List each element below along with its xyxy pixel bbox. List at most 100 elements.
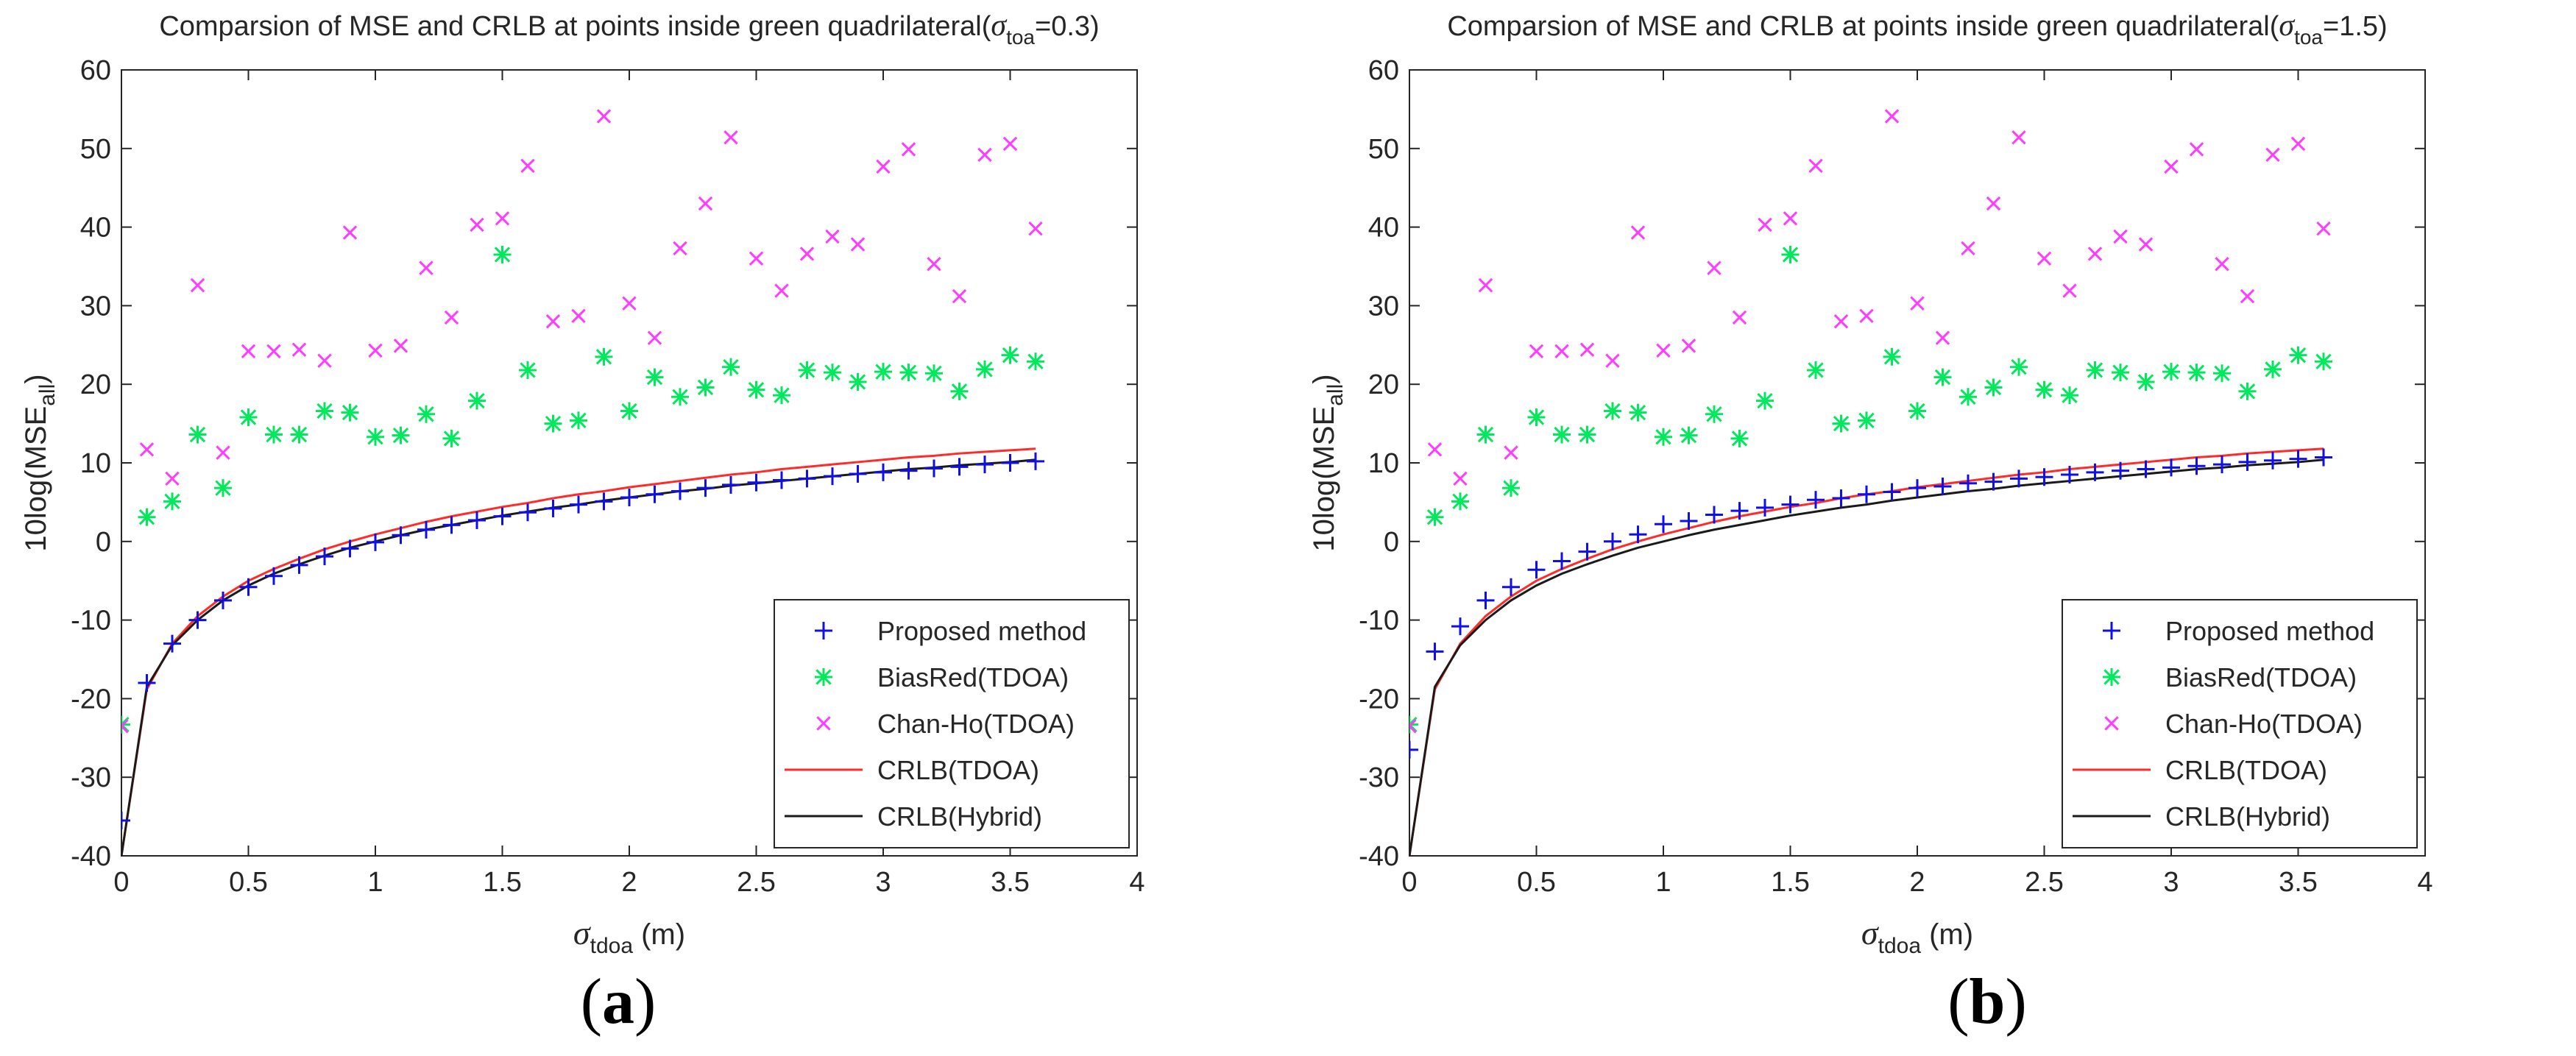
- panel-a-series-biasred-tdoa-point-d2: [875, 364, 891, 380]
- panel-b-series-chan-ho-tdoa-point-d2: [1732, 310, 1747, 325]
- panel-a-series-proposed-method-point: [747, 473, 765, 492]
- panel-a-series-biasred-tdoa-point: [671, 388, 689, 406]
- panel-a-series-biasred-tdoa-point-d2: [494, 247, 511, 263]
- panel-b-series-proposed-method-point: [1451, 617, 1469, 636]
- panel-a-series-proposed-method-point: [316, 548, 333, 566]
- panel-a-series-biasred-tdoa-point-d2: [392, 427, 409, 444]
- panel-b-series-biasred-tdoa-point: [1655, 428, 1672, 446]
- panel-a-series-biasred-tdoa-point: [121, 715, 130, 734]
- panel-b-series-biasred-tdoa-point-d2: [1808, 362, 1824, 378]
- panel-a-series-chan-ho-tdoa-point-d2: [368, 343, 383, 358]
- panel-b-series-proposed-method-point: [2137, 460, 2155, 478]
- panel-a-ytick-label: 60: [80, 55, 111, 86]
- panel-b-legend-biasred-tdoa-swatch: [2103, 668, 2120, 686]
- panel-b-series-proposed-method-point: [1756, 498, 1774, 517]
- panel-b-series-chan-ho-tdoa-point: [2062, 283, 2077, 298]
- panel-a-series-biasred-tdoa-point-d2: [748, 382, 765, 398]
- panel-a-series-biasred-tdoa-point: [976, 360, 994, 378]
- panel-b-series-biasred-tdoa-point-d2: [1630, 404, 1646, 421]
- panel-a-xtick-label: 1: [367, 867, 383, 898]
- panel-b-series-biasred-tdoa-point-d2: [2239, 383, 2256, 400]
- panel-b-series-biasred-tdoa-point: [1476, 425, 1495, 444]
- panel-b-series-proposed-method-point: [2086, 463, 2104, 481]
- panel-a-series-chan-ho-tdoa-point-d2: [419, 261, 434, 275]
- panel-a-series-chan-ho-tdoa-point-d2: [596, 109, 612, 124]
- panel-b-series-biasred-tdoa-point: [1984, 378, 2003, 397]
- panel-b-series-chan-ho-tdoa-point-d2: [2011, 130, 2026, 145]
- panel-b-series-proposed-method-point: [1527, 561, 1546, 579]
- panel-a-xtick-label: 1.5: [483, 867, 522, 898]
- panel-b-series-biasred-tdoa-point: [1604, 402, 1621, 420]
- panel-a-series-chan-ho-tdoa-point-d2: [774, 283, 789, 298]
- panel-a-series-biasred-tdoa-point: [899, 364, 918, 382]
- panel-a-series-chan-ho-tdoa-point: [470, 217, 484, 233]
- panel-a-series-proposed-method-point: [1001, 454, 1019, 472]
- panel-b-series-chan-ho-tdoa-point-d2: [2062, 283, 2077, 298]
- panel-b-series-biasred-tdoa-point-d2: [1477, 426, 1494, 443]
- panel-a-series-biasred-tdoa-point: [239, 408, 258, 427]
- panel-a-series-proposed-method-point: [645, 485, 664, 503]
- panel-b-series-biasred-tdoa-point: [1959, 388, 1977, 406]
- panel-b-series-chan-ho-tdoa-point: [1910, 296, 1925, 311]
- panel-a-series-proposed-method-point: [239, 578, 258, 596]
- panel-b-series-biasred-tdoa-point: [2187, 364, 2206, 382]
- panel-b-series-chan-ho-tdoa-point: [2290, 136, 2306, 152]
- panel-b-series-chan-ho-tdoa-point: [1961, 241, 1975, 256]
- panel-b-series-chan-ho-tdoa-point-d2: [1935, 330, 1950, 345]
- panel-a-series-proposed-method-point: [290, 556, 308, 574]
- panel-b-xtick-label: 4: [2417, 867, 2432, 898]
- panel-a-ytick-label: -40: [71, 841, 111, 872]
- panel-a-series-chan-ho-tdoa-point: [749, 251, 764, 266]
- panel-a-series-chan-ho-tdoa-point: [317, 353, 332, 368]
- panel-b-series-biasred-tdoa-point-d2: [1883, 349, 1900, 365]
- chart-panel-b: Comparsion of MSE and CRLB at points ins…: [1288, 0, 2576, 1056]
- panel-b-series-chan-ho-tdoa-point-d2: [1579, 342, 1595, 357]
- panel-a-series-proposed-method-point: [442, 516, 461, 534]
- panel-a-series-biasred-tdoa-point-d2: [342, 404, 358, 421]
- panel-b-series-biasred-tdoa-point-d2: [2036, 382, 2053, 398]
- panel-a-legend-box: [774, 599, 1130, 848]
- panel-b-ytick-label: 0: [1384, 527, 1399, 558]
- panel-b-series-biasred-tdoa-point: [1451, 492, 1469, 511]
- panel-b-series-proposed-method-point: [2061, 466, 2078, 484]
- panel-b-series-chan-ho-tdoa-point-d2: [1478, 277, 1493, 293]
- panel-b-series-chan-ho-tdoa-point-d2: [1758, 217, 1772, 233]
- panel-b-series-chan-ho-tdoa-point-d2: [2113, 229, 2128, 244]
- panel-a-series-biasred-tdoa-point-d2: [926, 365, 942, 381]
- panel-a-legend-biasred-tdoa-swatch-d2: [815, 669, 832, 685]
- panel-b-series-biasred-tdoa-point: [1908, 402, 1926, 420]
- panel-a-series-proposed-method-point: [595, 492, 613, 511]
- panel-b-series-chan-ho-tdoa-point-d2: [2087, 247, 2103, 261]
- panel-b-series-proposed-method-point: [1781, 495, 1800, 514]
- panel-a-xtick-label: 4: [1129, 867, 1144, 898]
- panel-b-series-biasred-tdoa-point-d2: [1706, 406, 1722, 422]
- panel-a-series-proposed-method-point: [121, 811, 130, 829]
- panel-b-series-chan-ho-tdoa-point: [1529, 344, 1544, 359]
- panel-a-series-chan-ho-tdoa-point-d2: [647, 330, 662, 345]
- panel-a-series-chan-ho-tdoa-point-d2: [825, 229, 840, 244]
- panel-a-series-biasred-tdoa-point-d2: [774, 387, 790, 403]
- panel-b-legend-chan-ho-tdoa-swatch: [2104, 716, 2119, 731]
- panel-b-series-chan-ho-tdoa-point-d2: [1681, 339, 1696, 353]
- panel-a-series-chan-ho-tdoa-point-d2: [799, 247, 815, 261]
- panel-b-series-biasred-tdoa-point-d2: [1833, 415, 1850, 432]
- panel-b-series-biasred-tdoa-point-d2: [2265, 361, 2281, 378]
- panel-a-series-chan-ho-tdoa-point: [774, 283, 789, 298]
- panel-b-series-proposed-method-point: [1426, 642, 1444, 661]
- panel-a-series-chan-ho-tdoa-point: [545, 314, 561, 329]
- panel-a-series-biasred-tdoa-point-d2: [951, 383, 968, 400]
- panel-a-series-proposed-method-point: [367, 533, 384, 551]
- panel-b-series-chan-ho-tdoa-point-d2: [1707, 261, 1722, 275]
- panel-a-series-biasred-tdoa-point-d2: [367, 429, 383, 445]
- panel-a-xlabel: σtdoa (m): [573, 914, 685, 958]
- panel-b-series-chan-ho-tdoa-point: [2164, 159, 2179, 174]
- panel-a-series-biasred-tdoa-point: [824, 364, 841, 382]
- panel-a-ytick-label: 20: [80, 369, 111, 400]
- panel-b-series-chan-ho-tdoa-point: [2113, 229, 2128, 244]
- panel-b-xtick-label: 0: [1401, 867, 1417, 898]
- panel-a-ytick-label: 10: [80, 448, 111, 479]
- panel-b-series-biasred-tdoa-point-d2: [1782, 247, 1799, 263]
- panel-a-series-chan-ho-tdoa-point-d2: [266, 344, 281, 359]
- panel-b-xtick-label: 2: [1909, 867, 1925, 898]
- panel-b-series-biasred-tdoa-point: [1527, 408, 1546, 427]
